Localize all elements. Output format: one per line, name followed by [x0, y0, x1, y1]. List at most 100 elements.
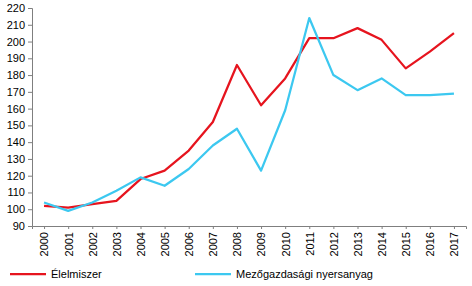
legend-label: Élelmiszer — [51, 268, 102, 280]
legend-swatch — [195, 273, 231, 275]
legend-swatch — [10, 273, 46, 275]
y-tick-mark — [28, 109, 32, 110]
x-tick: 2013 — [352, 226, 364, 256]
x-tick-mark — [92, 226, 93, 229]
x-tick-label: 2008 — [231, 232, 243, 256]
x-tick-label: 2010 — [280, 232, 292, 256]
legend-item: Mezőgazdasági nyersanyag — [195, 268, 373, 280]
x-tick-label: 2002 — [87, 232, 99, 256]
y-tick-mark — [28, 92, 32, 93]
x-tick-label: 2014 — [376, 232, 388, 256]
x-tick-label: 2015 — [400, 232, 412, 256]
x-tick: 2004 — [135, 226, 147, 256]
y-tick: 200 — [7, 36, 32, 48]
y-tick-mark — [28, 75, 32, 76]
y-tick: 210 — [7, 19, 32, 31]
y-tick-label: 210 — [7, 19, 25, 31]
y-tick: 90 — [13, 220, 32, 232]
x-tick: 2006 — [183, 226, 195, 256]
y-tick: 220 — [7, 2, 32, 14]
y-tick: 150 — [7, 119, 32, 131]
chart: 90 100 110 120 130 140 150 160 170 180 190 200 210 22… — [0, 0, 472, 286]
y-tick-mark — [28, 159, 32, 160]
x-tick: 2015 — [400, 226, 412, 256]
y-tick-mark — [28, 226, 32, 227]
x-tick-mark — [406, 226, 407, 229]
y-tick-label: 180 — [7, 69, 25, 81]
x-tick: 2010 — [280, 226, 292, 256]
y-tick-mark — [28, 192, 32, 193]
plot: 90 100 110 120 130 140 150 160 170 180 190 200 210 22… — [7, 2, 467, 256]
x-tick: 2001 — [63, 226, 75, 256]
x-tick-mark — [213, 226, 214, 229]
y-tick: 120 — [7, 170, 32, 182]
x-tick-label: 2005 — [159, 232, 171, 256]
x-tick: 2016 — [424, 226, 436, 256]
x-tick-mark — [333, 226, 334, 229]
x-tick-mark — [189, 226, 190, 229]
y-tick-label: 150 — [7, 119, 25, 131]
x-tick: 2012 — [328, 226, 340, 256]
x-tick: 2007 — [207, 226, 219, 256]
x-tick: 2014 — [376, 226, 388, 256]
x-tick-label: 2017 — [448, 232, 460, 256]
y-tick-label: 170 — [7, 86, 25, 98]
y-tick-mark — [28, 209, 32, 210]
y-tick: 180 — [7, 69, 32, 81]
series-line — [44, 18, 454, 211]
x-tick: 2008 — [231, 226, 243, 256]
y-tick-mark — [28, 58, 32, 59]
y-tick-label: 140 — [7, 136, 25, 148]
y-tick: 170 — [7, 86, 32, 98]
legend-item: Élelmiszer — [10, 268, 102, 280]
x-axis-line — [33, 227, 467, 230]
y-tick-mark — [28, 142, 32, 143]
y-tick: 190 — [7, 52, 32, 64]
x-tick-mark — [358, 226, 359, 229]
x-axis: 2000 2001 2002 2003 2004 2005 2006 2007 2008 2009… — [33, 226, 467, 256]
y-tick-label: 90 — [13, 220, 25, 232]
x-tick-label: 2011 — [304, 232, 316, 256]
y-tick-label: 160 — [7, 103, 25, 115]
x-tick-mark — [261, 226, 262, 229]
x-tick-label: 2012 — [328, 232, 340, 256]
y-tick-label: 200 — [7, 36, 25, 48]
y-tick-mark — [28, 8, 32, 9]
y-tick-mark — [28, 42, 32, 43]
x-tick-label: 2006 — [183, 232, 195, 256]
x-tick-mark — [141, 226, 142, 229]
x-tick-mark — [382, 226, 383, 229]
x-tick-mark — [285, 226, 286, 229]
y-tick-mark — [28, 176, 32, 177]
y-tick: 130 — [7, 153, 32, 165]
x-tick: 2005 — [159, 226, 171, 256]
x-tick-mark — [309, 226, 310, 229]
x-tick: 2003 — [111, 226, 123, 256]
x-tick-label: 2007 — [207, 232, 219, 256]
y-tick-label: 120 — [7, 170, 25, 182]
y-tick-label: 220 — [7, 2, 25, 14]
series-group — [44, 18, 454, 211]
y-tick: 160 — [7, 103, 32, 115]
x-tick-mark — [44, 226, 45, 229]
x-tick-mark — [454, 226, 455, 229]
legend-label: Mezőgazdasági nyersanyag — [236, 268, 373, 280]
x-tick-label: 2013 — [352, 232, 364, 256]
x-tick: 2011 — [304, 226, 316, 256]
x-tick-label: 2000 — [38, 232, 50, 256]
y-tick-label: 110 — [7, 186, 25, 198]
x-tick-mark — [237, 226, 238, 229]
legend: Élelmiszer Mezőgazdasági nyersanyag — [10, 268, 373, 280]
x-tick: 2000 — [38, 226, 50, 256]
y-tick: 100 — [7, 203, 32, 215]
y-tick-label: 100 — [7, 203, 25, 215]
y-tick: 110 — [7, 186, 32, 198]
x-tick-label: 2004 — [135, 232, 147, 256]
x-tick-label: 2016 — [424, 232, 436, 256]
x-tick: 2009 — [255, 226, 267, 256]
x-tick-mark — [430, 226, 431, 229]
y-tick: 140 — [7, 136, 32, 148]
x-tick-label: 2001 — [63, 232, 75, 256]
x-tick: 2017 — [448, 226, 460, 256]
y-axis: 90 100 110 120 130 140 150 160 170 180 190 200 210 22… — [7, 2, 33, 232]
